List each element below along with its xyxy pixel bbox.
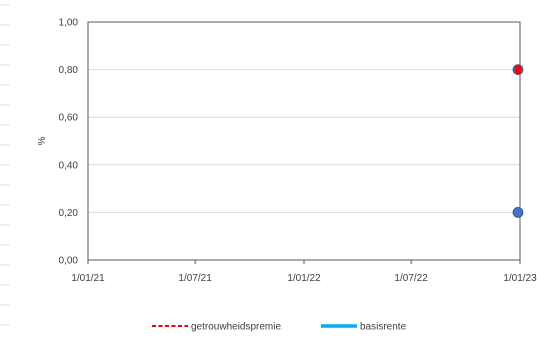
- legend: getrouwheidspremie basisrente: [152, 322, 407, 333]
- y-tick-label: 1,00: [59, 18, 79, 29]
- spreadsheet-gridlines: [0, 4, 10, 326]
- x-tick-label: 1/01/22: [287, 273, 321, 284]
- x-tick-label: 1/07/21: [178, 273, 212, 284]
- y-tick-label: 0,80: [59, 65, 79, 76]
- x-tick-label: 1/01/21: [71, 273, 105, 284]
- x-tick-label: 1/07/22: [394, 273, 428, 284]
- y-axis-label: %: [37, 136, 48, 145]
- data-points: [512, 64, 524, 218]
- legend-label-basisrente: basisrente: [360, 322, 407, 333]
- x-axis-ticks: 1/01/21 1/07/21 1/01/22 1/07/22 1/01/23: [71, 260, 537, 284]
- y-tick-label: 0,60: [59, 113, 79, 124]
- getrouwheidspremie-point: [514, 64, 522, 75]
- y-tick-label: 0,20: [59, 208, 79, 219]
- y-axis-ticks: 0,00 0,20 0,40 0,60 0,80 1,00: [59, 18, 79, 267]
- legend-label-getrouwheidspremie: getrouwheidspremie: [191, 322, 281, 333]
- basisrente-point: [512, 206, 524, 218]
- chart-area: [10, 0, 540, 340]
- x-tick-label: 1/01/23: [503, 273, 537, 284]
- y-tick-label: 0,00: [59, 256, 79, 267]
- y-tick-label: 0,40: [59, 160, 79, 171]
